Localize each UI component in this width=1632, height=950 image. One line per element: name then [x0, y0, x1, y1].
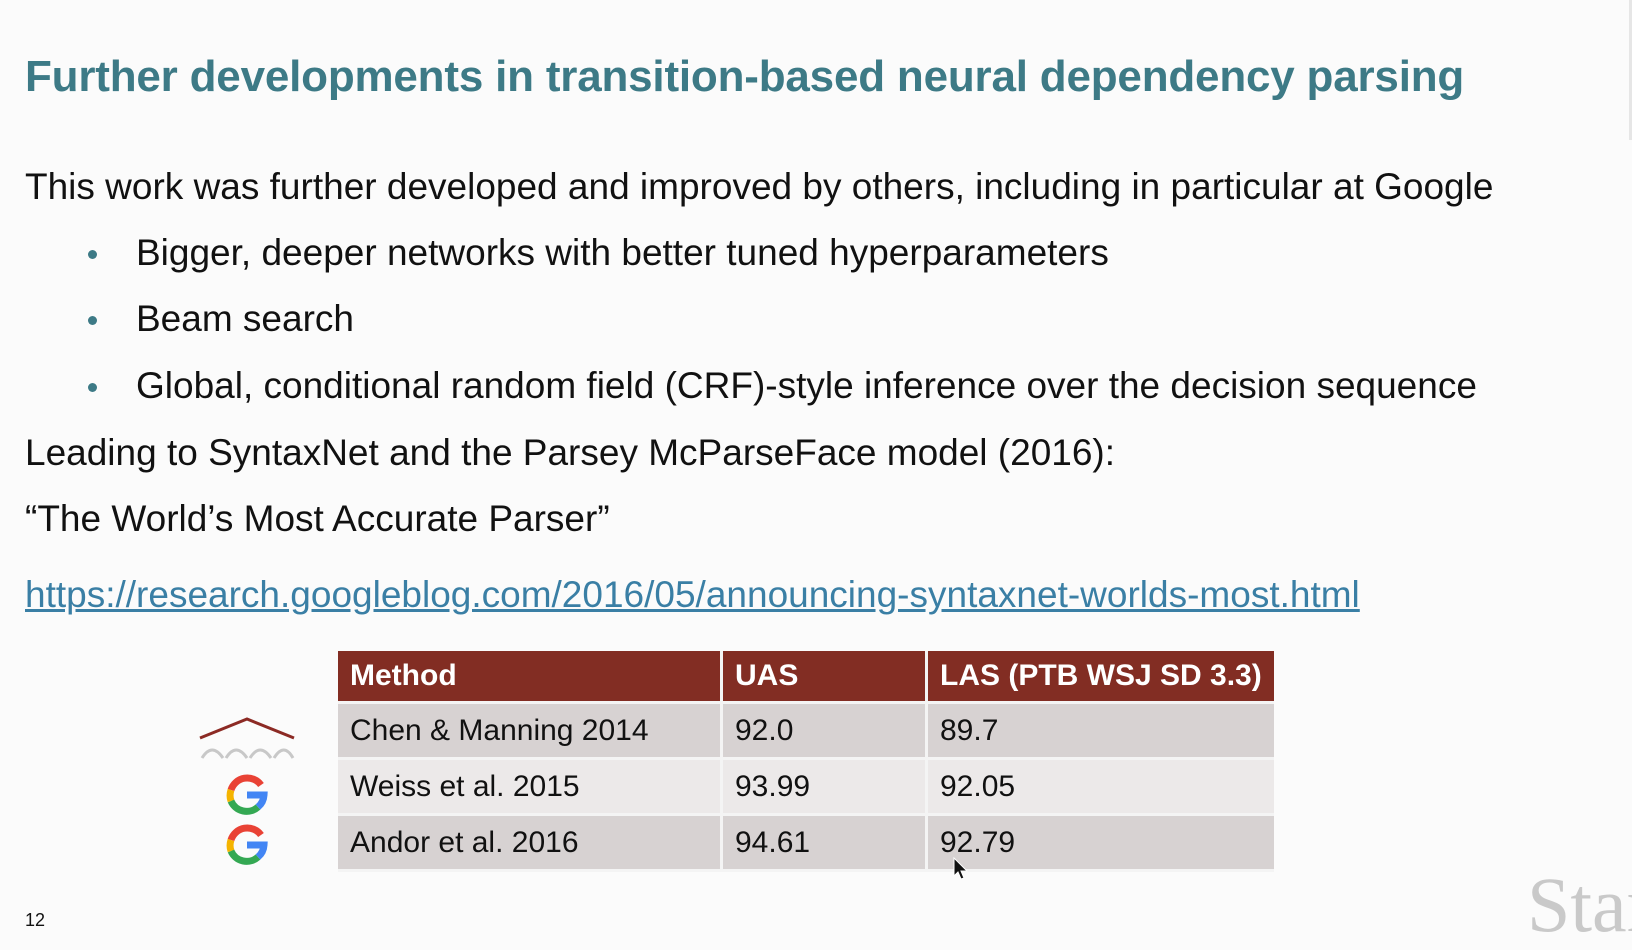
cell-method: Andor et al. 2016 — [338, 814, 723, 872]
google-g-icon — [226, 774, 268, 815]
cell-method: Chen & Manning 2014 — [338, 702, 723, 760]
header-las: LAS (PTB WSJ SD 3.3) — [926, 651, 1274, 704]
slide-title: Further developments in transition-based… — [25, 52, 1465, 101]
mouse-cursor-icon — [953, 857, 969, 880]
bullet-text: Beam search — [136, 298, 354, 339]
slide-number: 12 — [25, 910, 46, 930]
bullet-dot-icon — [88, 316, 97, 325]
stanford-arch-icon — [199, 717, 295, 759]
slide-edge-divider — [1629, 0, 1632, 140]
header-uas: UAS — [721, 651, 928, 704]
syntaxnet-blog-link[interactable]: https://research.googleblog.com/2016/05/… — [25, 574, 1360, 615]
results-table: Method UAS LAS (PTB WSJ SD 3.3) Chen & M… — [338, 651, 1274, 872]
cell-uas: 92.0 — [721, 702, 928, 760]
bullet-text: Global, conditional random field (CRF)-s… — [136, 365, 1477, 406]
cell-las: 89.7 — [926, 702, 1274, 760]
table-row: Andor et al. 2016 94.61 92.79 — [338, 814, 1274, 872]
intro-text: This work was further developed and impr… — [25, 166, 1494, 207]
cell-las: 92.05 — [926, 758, 1274, 816]
table-header-row: Method UAS LAS (PTB WSJ SD 3.3) — [338, 651, 1274, 704]
bullet-text: Bigger, deeper networks with better tune… — [136, 232, 1109, 273]
bullet-dot-icon — [88, 383, 97, 392]
cell-uas: 94.61 — [721, 814, 928, 872]
cell-las: 92.79 — [926, 814, 1274, 872]
bullet-dot-icon — [88, 250, 97, 259]
cell-uas: 93.99 — [721, 758, 928, 816]
brand-watermark: Stan — [1527, 861, 1632, 948]
google-g-icon — [226, 824, 268, 865]
header-method: Method — [338, 651, 723, 704]
leading-text: Leading to SyntaxNet and the Parsey McPa… — [25, 432, 1116, 473]
table-row: Chen & Manning 2014 92.0 89.7 — [338, 702, 1274, 760]
table-row: Weiss et al. 2015 93.99 92.05 — [338, 758, 1274, 816]
cell-method: Weiss et al. 2015 — [338, 758, 723, 816]
quote-text: “The World’s Most Accurate Parser” — [25, 498, 610, 539]
